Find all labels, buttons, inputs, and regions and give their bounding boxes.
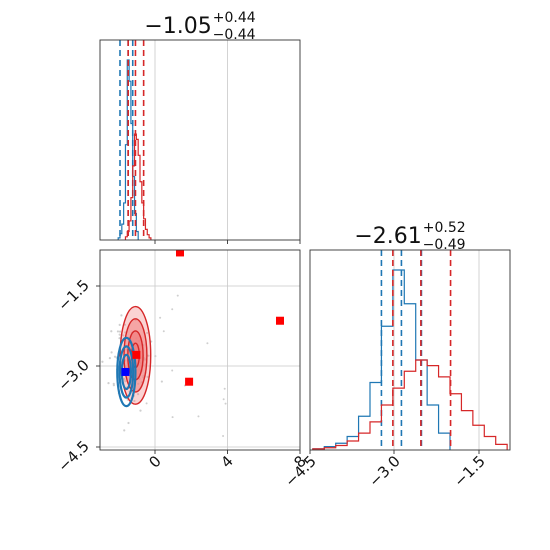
scatter-point	[124, 380, 127, 383]
scatter-point	[136, 393, 140, 396]
scatter-point	[145, 402, 148, 405]
scatter-point	[159, 316, 162, 319]
p3-xticklabel-1.5: −1.5	[450, 452, 488, 490]
scatter-point	[110, 330, 113, 333]
scatter-point	[139, 409, 142, 412]
scatter-point	[110, 351, 113, 354]
scatter-point	[162, 330, 165, 333]
scatter-point	[222, 398, 225, 401]
scatter-point	[222, 434, 225, 437]
panel-3-marginal-histogram: −4.5 −3.0 −1.5 −2.61+0.52 −0.49	[281, 220, 511, 491]
p2-xticklabel-0: 0	[145, 452, 164, 471]
marker-red-1	[276, 316, 284, 325]
p3-xticklabel-3.0: −3.0	[365, 452, 403, 490]
scatter-point	[224, 402, 227, 405]
panel-2-contour: 0 4 8 −1.5 −3.0 −4.5	[54, 249, 310, 476]
scatter-point	[118, 337, 121, 340]
p1-hist-red	[124, 133, 152, 240]
p2-yticklabel-4.5: −4.5	[54, 437, 92, 475]
p2-frame	[99, 249, 301, 451]
scatter-point	[112, 382, 115, 385]
p1-plot-area	[117, 40, 152, 240]
scatter-point	[123, 429, 126, 432]
scatter-point	[171, 416, 174, 419]
p1-frame	[99, 39, 301, 241]
scatter-point	[118, 330, 122, 333]
p2-yticklabel-1.5: −1.5	[54, 276, 92, 314]
scatter-point	[160, 380, 163, 383]
panel-1-marginal-histogram: −1.05+0.44 −0.44	[99, 10, 301, 244]
scatter-point	[101, 360, 104, 363]
p3-plot-area	[312, 250, 508, 450]
marker-blue-0	[121, 367, 130, 376]
scatter-point	[113, 355, 117, 358]
scatter-point	[127, 421, 130, 425]
p3-title: −2.61+0.52 −0.49	[354, 220, 465, 253]
scatter-point	[120, 314, 123, 317]
scatter-point	[171, 369, 174, 372]
p3-frame	[309, 249, 511, 451]
p2-plot-area	[101, 250, 284, 437]
marker-red-3	[132, 350, 141, 359]
scatter-point	[108, 357, 111, 360]
scatter-point	[171, 308, 174, 311]
marker-red-2	[185, 377, 194, 386]
scatter-point	[118, 323, 121, 326]
scatter-point	[223, 387, 226, 390]
scatter-point	[133, 399, 136, 403]
p3-xticklabel-4.5: −4.5	[281, 452, 319, 490]
scatter-point	[176, 294, 179, 297]
scatter-point	[123, 323, 127, 326]
scatter-point	[197, 415, 200, 418]
scatter-point	[116, 330, 120, 333]
scatter-point	[107, 382, 110, 385]
scatter-point	[154, 355, 157, 358]
scatter-point	[147, 354, 150, 357]
scatter-point	[118, 333, 121, 336]
p3-hist-red	[312, 359, 508, 450]
p2-xticklabel-4: 4	[217, 452, 236, 471]
marker-red-0	[176, 250, 184, 257]
contour-blue-level-1	[118, 345, 135, 399]
p1-title: −1.05+0.44 −0.44	[144, 10, 255, 43]
scatter-point	[146, 331, 149, 335]
scatter-point	[206, 342, 209, 345]
contour-blue-level-0	[116, 336, 137, 408]
scatter-point	[146, 375, 149, 378]
scatter-point	[122, 334, 125, 337]
p2-yticklabel-3.0: −3.0	[54, 356, 92, 394]
